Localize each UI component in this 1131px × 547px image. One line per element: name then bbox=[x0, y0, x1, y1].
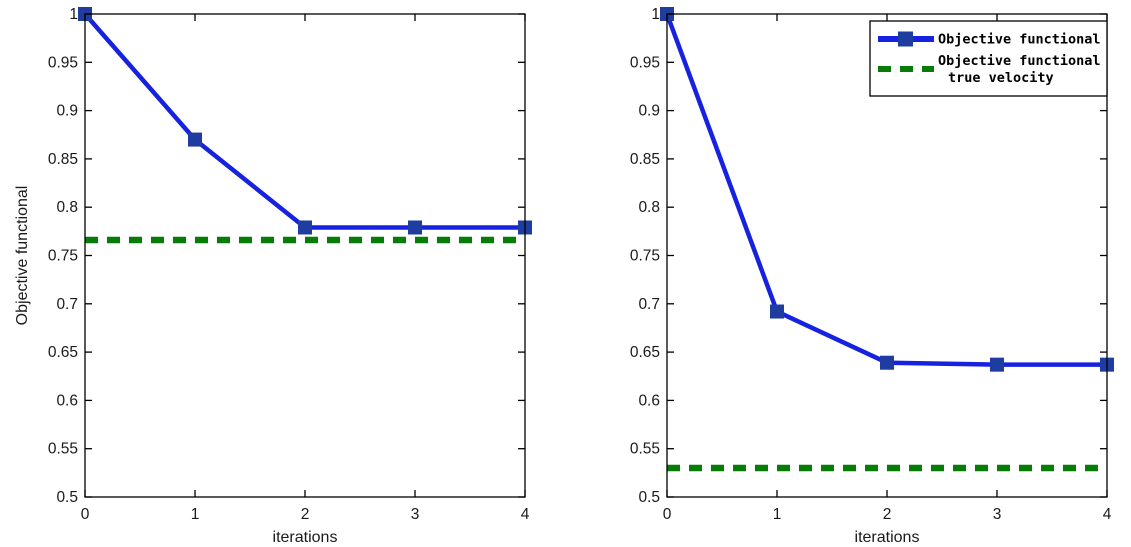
x-axis-label: iterations bbox=[273, 529, 338, 546]
legend-marker-sample bbox=[898, 31, 913, 47]
data-point-marker bbox=[298, 220, 312, 235]
y-axis-tick-label: 0.8 bbox=[56, 199, 78, 216]
y-axis-tick-label: 0.5 bbox=[638, 489, 660, 506]
y-axis-tick-label: 0.85 bbox=[48, 151, 78, 168]
y-axis-tick-label: 0.7 bbox=[638, 296, 660, 313]
y-axis-tick-label: 0.6 bbox=[56, 392, 78, 409]
y-axis-tick-label: 0.55 bbox=[630, 441, 660, 458]
y-axis-tick-label: 0.75 bbox=[48, 248, 78, 265]
y-axis-tick-label: 0.85 bbox=[630, 151, 660, 168]
data-point-marker bbox=[990, 357, 1004, 372]
data-point-marker bbox=[880, 355, 894, 370]
y-axis-tick-label: 0.75 bbox=[630, 248, 660, 265]
legend-entry-label: true velocity bbox=[948, 70, 1054, 86]
y-axis-tick-label: 0.95 bbox=[630, 54, 660, 71]
x-axis-label: iterations bbox=[855, 529, 920, 546]
x-axis-tick-label: 3 bbox=[411, 506, 420, 523]
x-axis-tick-label: 0 bbox=[81, 506, 90, 523]
y-axis-tick-label: 0.55 bbox=[48, 441, 78, 458]
legend-entry-label: Objective functional bbox=[938, 32, 1101, 48]
data-point-marker bbox=[188, 132, 202, 147]
y-axis-tick-label: 0.9 bbox=[56, 103, 78, 120]
x-axis-tick-label: 4 bbox=[521, 506, 530, 523]
data-point-marker bbox=[408, 220, 422, 235]
y-axis-tick-label: 0.9 bbox=[638, 103, 660, 120]
data-point-marker bbox=[770, 304, 784, 319]
y-axis-tick-label: 0.8 bbox=[638, 199, 660, 216]
right-chart-panel: 0 1 2 3 4 0.5 0.55 0.6 0.65 0.7 0.75 0.8 0.85 0.9 0.95… bbox=[630, 6, 1114, 546]
x-axis-tick-label: 4 bbox=[1103, 506, 1112, 523]
y-axis-label: Objective functional bbox=[14, 186, 31, 326]
y-axis-tick-label: 0.7 bbox=[56, 296, 78, 313]
y-axis-tick-label: 1 bbox=[69, 6, 78, 23]
x-axis-tick-label: 3 bbox=[993, 506, 1002, 523]
y-axis-tick-label: 0.5 bbox=[56, 489, 78, 506]
y-axis-tick-label: 0.65 bbox=[630, 344, 660, 361]
legend-entry-label: Objective functional bbox=[938, 53, 1101, 69]
x-axis-tick-label: 1 bbox=[191, 506, 200, 523]
x-axis-tick-label: 0 bbox=[663, 506, 672, 523]
y-axis-tick-label: 0.95 bbox=[48, 54, 78, 71]
x-axis-tick-label: 1 bbox=[773, 506, 782, 523]
y-axis-tick-label: 0.65 bbox=[48, 344, 78, 361]
legend: Objective functional Objective functional… bbox=[869, 20, 1108, 97]
y-axis-tick-label: 0.6 bbox=[638, 392, 660, 409]
y-axis-tick-label: 1 bbox=[651, 6, 660, 23]
x-axis-tick-label: 2 bbox=[301, 506, 310, 523]
left-chart-panel: 0 1 2 3 4 0.5 0.55 0.6 0.65 0.7 0.75 0.8 0.85 0.9 0.95… bbox=[14, 6, 532, 546]
x-axis-tick-label: 2 bbox=[883, 506, 892, 523]
